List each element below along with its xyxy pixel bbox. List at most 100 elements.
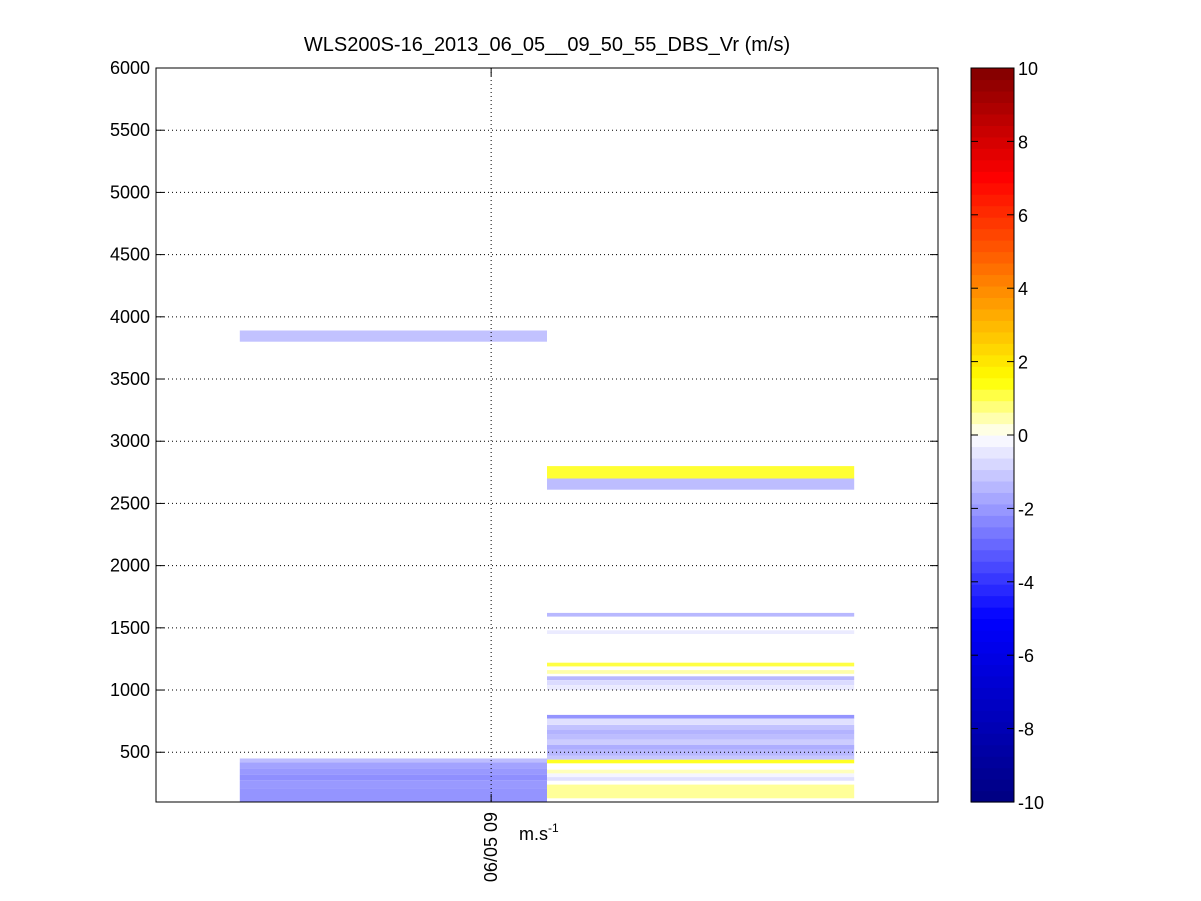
colorbar-band bbox=[971, 262, 1014, 276]
colorbar-band bbox=[971, 194, 1014, 207]
data-cell bbox=[239, 768, 548, 775]
colorbar-band bbox=[971, 549, 1014, 562]
y-tick-label: 3000 bbox=[110, 431, 150, 451]
colorbar-band bbox=[971, 331, 1014, 344]
colorbar-band bbox=[971, 779, 1014, 792]
plot-frame bbox=[155, 67, 939, 803]
data-cell bbox=[239, 330, 548, 342]
colorbar-band bbox=[971, 240, 1014, 253]
colorbar-band bbox=[971, 159, 1014, 172]
data-cell bbox=[547, 630, 855, 634]
data-cell bbox=[547, 718, 855, 725]
x-axis-label: m.s-1 bbox=[519, 821, 559, 844]
colorbar-band bbox=[971, 538, 1014, 551]
y-tick-label: 2500 bbox=[110, 493, 150, 513]
colorbar-band bbox=[971, 343, 1014, 356]
colorbar-band bbox=[971, 561, 1014, 574]
data-cell bbox=[547, 734, 855, 740]
colorbar-band bbox=[971, 377, 1014, 390]
colorbar-band bbox=[971, 790, 1014, 803]
colorbar-band bbox=[971, 710, 1014, 723]
data-cells bbox=[239, 330, 855, 802]
data-cell bbox=[547, 756, 855, 760]
y-axis-ticks: 500 1000 1500 2000 2500 3000 3500 4000 4500 5000 5… bbox=[110, 58, 938, 762]
colorbar-tick-label: -10 bbox=[1018, 793, 1044, 813]
colorbar-band bbox=[971, 171, 1014, 184]
colorbar-band bbox=[971, 641, 1014, 654]
data-cell bbox=[239, 780, 548, 789]
colorbar-band bbox=[971, 90, 1014, 104]
colorbar-band bbox=[971, 480, 1014, 493]
colorbar-band bbox=[971, 652, 1014, 665]
colorbar-band bbox=[971, 767, 1014, 780]
colorbar-band bbox=[971, 320, 1014, 333]
plot-background bbox=[156, 68, 938, 802]
data-cell bbox=[547, 466, 855, 479]
colorbar-band bbox=[971, 607, 1014, 620]
colorbar-tick-label: -2 bbox=[1018, 499, 1034, 519]
colorbar-band bbox=[971, 698, 1014, 711]
colorbar-tick-label: -8 bbox=[1018, 720, 1034, 740]
colorbar-band bbox=[971, 217, 1014, 230]
colorbar-band bbox=[971, 526, 1014, 539]
colorbar-band bbox=[971, 228, 1014, 241]
colorbar-band bbox=[971, 675, 1014, 688]
colorbar-band bbox=[971, 205, 1014, 218]
colorbar-tick-label: 4 bbox=[1018, 279, 1028, 299]
colorbar-band bbox=[971, 469, 1014, 482]
colorbar-band bbox=[971, 400, 1014, 413]
colorbar-band bbox=[971, 572, 1014, 585]
y-tick-label: 1500 bbox=[110, 618, 150, 638]
colorbar-band bbox=[971, 687, 1014, 700]
colorbar-band bbox=[971, 503, 1014, 516]
data-cell bbox=[547, 729, 855, 735]
colorbar-band bbox=[971, 366, 1014, 379]
colorbar-band bbox=[971, 584, 1014, 597]
chart-title: WLS200S-16_2013_06_05__09_50_55_DBS_Vr (… bbox=[304, 34, 790, 56]
colorbar-band bbox=[971, 664, 1014, 677]
data-cell bbox=[547, 739, 855, 745]
y-tick-label: 4000 bbox=[110, 307, 150, 327]
colorbar-band bbox=[971, 744, 1014, 757]
colorbar-band bbox=[971, 423, 1014, 436]
data-cell bbox=[547, 676, 855, 680]
colorbar-band bbox=[971, 412, 1014, 425]
data-cell bbox=[547, 685, 855, 691]
x-tick-label: 06/05 09 bbox=[481, 812, 501, 882]
colorbar-tick-label: 0 bbox=[1018, 426, 1028, 446]
colorbar-band bbox=[971, 492, 1014, 505]
y-tick-label: 1000 bbox=[110, 680, 150, 700]
plot-area: 500 1000 1500 2000 2500 3000 3500 4000 4500 5000 5… bbox=[110, 58, 939, 882]
colorbar-band bbox=[971, 446, 1014, 459]
colorbar-band bbox=[971, 721, 1014, 734]
data-cell bbox=[547, 784, 855, 799]
colorbar-band bbox=[971, 308, 1014, 321]
colorbar-band bbox=[971, 113, 1014, 126]
colorbar-band bbox=[971, 733, 1014, 746]
colorbar-band bbox=[971, 435, 1014, 448]
data-cell bbox=[547, 724, 855, 730]
colorbar-band bbox=[971, 148, 1014, 161]
colorbar-tick-label: 2 bbox=[1018, 353, 1028, 373]
data-cell bbox=[547, 744, 855, 750]
data-cell bbox=[239, 774, 548, 781]
data-cell bbox=[547, 773, 855, 778]
data-cell bbox=[547, 777, 855, 781]
data-cell bbox=[547, 612, 855, 617]
colorbar-band bbox=[971, 136, 1014, 149]
colorbar-band bbox=[971, 79, 1014, 92]
colorbar-band bbox=[971, 68, 1014, 81]
colorbar-tick-label: 8 bbox=[1018, 132, 1028, 152]
x-axis-ticks: 06/05 09 bbox=[481, 68, 501, 882]
colorbar-band bbox=[971, 285, 1014, 298]
colorbar-tick-label: 10 bbox=[1018, 59, 1038, 79]
y-tick-label: 500 bbox=[120, 742, 150, 762]
data-cell bbox=[547, 759, 855, 764]
colorbar-band bbox=[971, 756, 1014, 769]
data-cell bbox=[547, 714, 855, 719]
x-axis-label-superscript: -1 bbox=[548, 821, 559, 835]
data-cell bbox=[547, 680, 855, 686]
x-axis-label-text: m.s bbox=[519, 824, 548, 844]
y-tick-label: 5000 bbox=[110, 182, 150, 202]
